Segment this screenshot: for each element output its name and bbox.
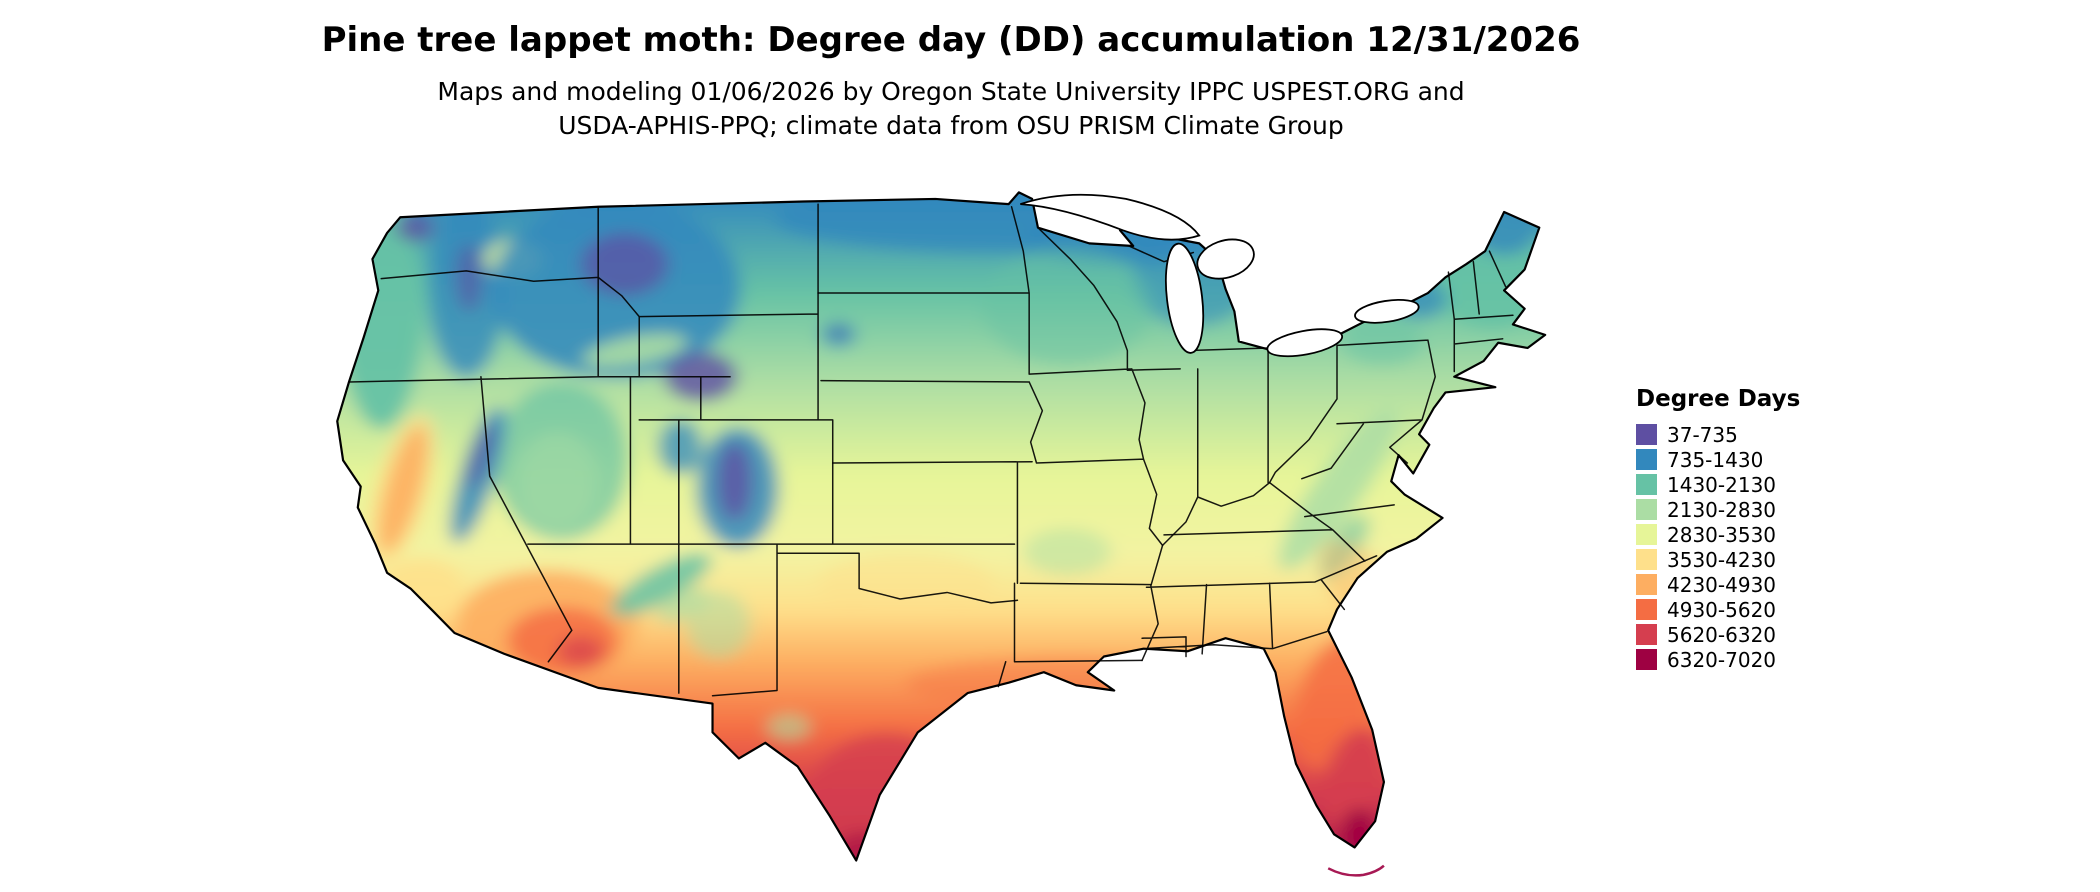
legend-item: 1430-2130 bbox=[1636, 472, 1800, 497]
legend-swatch bbox=[1636, 474, 1657, 495]
legend-swatch bbox=[1636, 549, 1657, 570]
degree-day-raster bbox=[337, 192, 1546, 861]
us-map-svg bbox=[305, 178, 1595, 884]
lake-superior bbox=[1020, 195, 1199, 240]
legend-item: 3530-4230 bbox=[1636, 547, 1800, 572]
header: Pine tree lappet moth: Degree day (DD) a… bbox=[0, 0, 1902, 144]
legend-item: 2830-3530 bbox=[1636, 522, 1800, 547]
legend-label: 5620-6320 bbox=[1667, 622, 1777, 647]
great-lakes bbox=[1020, 195, 1420, 362]
state-borders bbox=[349, 204, 1513, 696]
lake-erie bbox=[1265, 324, 1345, 361]
legend-label: 4230-4930 bbox=[1667, 572, 1777, 597]
legend-item: 6320-7020 bbox=[1636, 647, 1800, 672]
subtitle-line-1: Maps and modeling 01/06/2026 by Oregon S… bbox=[437, 76, 1465, 106]
legend-swatch bbox=[1636, 424, 1657, 445]
legend-label: 37-735 bbox=[1667, 422, 1738, 447]
legend-item: 4930-5620 bbox=[1636, 597, 1800, 622]
us-degree-day-map bbox=[305, 178, 1595, 884]
legend-swatch bbox=[1636, 524, 1657, 545]
us-outline bbox=[337, 192, 1545, 860]
page-title: Pine tree lappet moth: Degree day (DD) a… bbox=[321, 20, 1581, 60]
legend-label: 6320-7020 bbox=[1667, 647, 1777, 672]
legend-swatch bbox=[1636, 649, 1657, 670]
lake-ontario bbox=[1353, 296, 1421, 327]
legend-label: 2130-2830 bbox=[1667, 497, 1777, 522]
legend-label: 3530-4230 bbox=[1667, 547, 1777, 572]
florida-keys bbox=[1328, 866, 1384, 876]
legend-swatch bbox=[1636, 574, 1657, 595]
legend-title: Degree Days bbox=[1636, 386, 1801, 412]
legend-label: 1430-2130 bbox=[1667, 472, 1777, 497]
page-subtitle: Maps and modeling 01/06/2026 by Oregon S… bbox=[0, 75, 1902, 144]
legend-item: 2130-2830 bbox=[1636, 497, 1800, 522]
legend-item: 4230-4930 bbox=[1636, 572, 1800, 597]
legend-item: 37-735 bbox=[1636, 422, 1800, 447]
legend-swatch bbox=[1636, 624, 1657, 645]
legend-label: 735-1430 bbox=[1667, 447, 1764, 472]
legend-item: 735-1430 bbox=[1636, 447, 1800, 472]
legend-swatch bbox=[1636, 499, 1657, 520]
legend-swatch bbox=[1636, 449, 1657, 470]
legend-label: 4930-5620 bbox=[1667, 597, 1777, 622]
legend-label: 2830-3530 bbox=[1667, 522, 1777, 547]
lake-huron bbox=[1191, 232, 1261, 286]
legend-item: 5620-6320 bbox=[1636, 622, 1800, 647]
subtitle-line-2: USDA-APHIS-PPQ; climate data from OSU PR… bbox=[558, 111, 1344, 141]
legend: Degree Days 37-735 735-1430 1430-2130 21… bbox=[1636, 386, 1800, 672]
legend-swatch bbox=[1636, 599, 1657, 620]
lake-michigan bbox=[1161, 242, 1209, 355]
